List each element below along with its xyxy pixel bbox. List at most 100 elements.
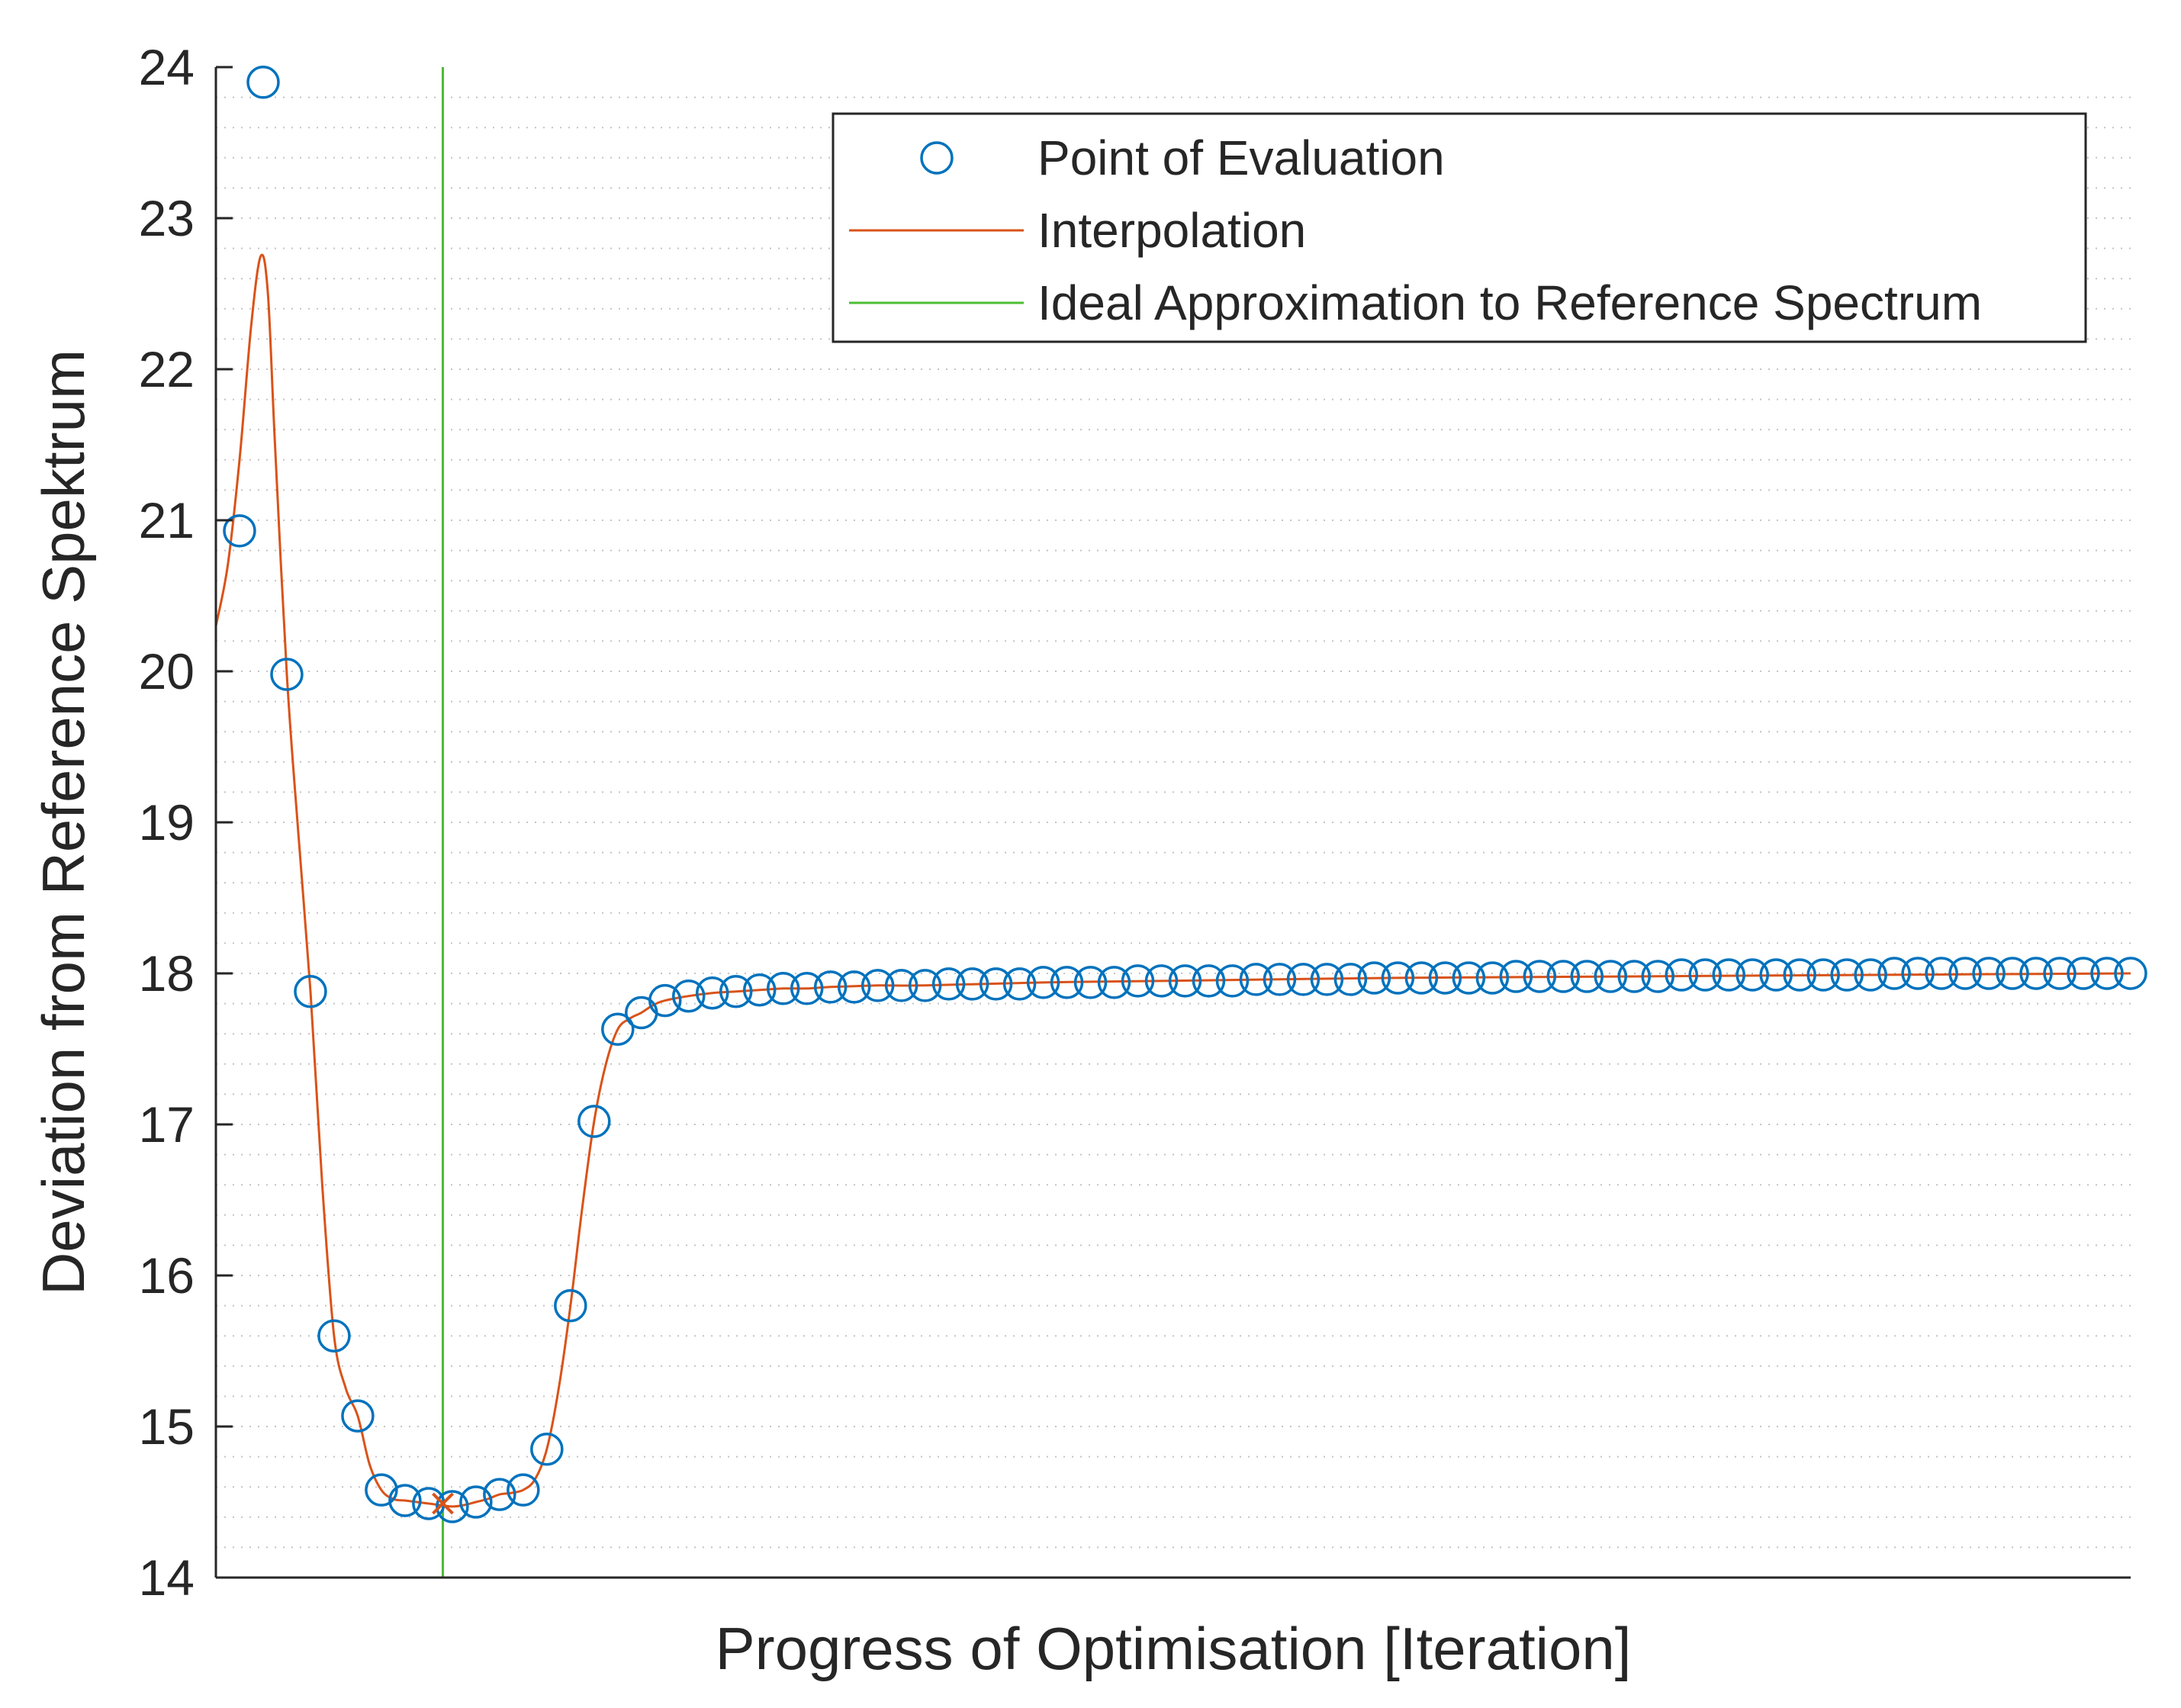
legend-label-ideal-approximation: Ideal Approximation to Reference Spectru… <box>1037 275 1982 330</box>
data-point <box>884 969 918 1002</box>
interpolation-line <box>214 253 2131 1508</box>
data-point <box>1641 960 1674 993</box>
data-point <box>1239 963 1273 996</box>
data-point <box>766 972 800 1005</box>
data-point <box>1381 961 1415 995</box>
data-point <box>860 969 895 1002</box>
data-point <box>837 970 871 1004</box>
data-point <box>577 1105 611 1138</box>
data-point <box>2019 957 2053 990</box>
optimum-cross-marker <box>432 1492 454 1515</box>
data-point <box>1452 961 1486 995</box>
data-point <box>1877 957 1911 990</box>
y-tick-labels: 14 15 16 17 18 19 20 21 22 23 24 <box>139 39 195 1606</box>
data-point <box>1026 966 1060 999</box>
data-point <box>459 1485 493 1519</box>
data-point <box>1192 964 1226 998</box>
data-point <box>1854 958 1887 992</box>
y-tick-label: 16 <box>139 1247 195 1304</box>
data-point <box>341 1399 375 1433</box>
data-point <box>931 967 966 1001</box>
y-tick-label: 17 <box>139 1096 195 1153</box>
data-point <box>979 967 1013 1001</box>
data-point <box>1286 963 1321 996</box>
data-point <box>1050 966 1084 999</box>
data-point <box>1215 964 1250 998</box>
data-point <box>1996 957 2029 990</box>
y-tick-label: 15 <box>139 1398 195 1455</box>
data-point <box>1735 958 1769 992</box>
data-point <box>507 1473 540 1507</box>
data-point <box>719 975 753 1008</box>
series-layer <box>214 66 2147 1578</box>
data-point <box>908 969 942 1002</box>
data-point <box>672 979 706 1013</box>
y-tick-label: 23 <box>139 190 195 246</box>
data-point <box>1783 958 1816 992</box>
y-tick-label: 14 <box>139 1549 195 1606</box>
data-point <box>601 1012 635 1047</box>
data-point <box>317 1319 351 1353</box>
axes <box>214 66 2131 1579</box>
data-point <box>1617 960 1652 993</box>
data-point <box>1759 958 1793 992</box>
data-point <box>1546 960 1581 993</box>
data-point <box>365 1473 398 1507</box>
data-point <box>1475 961 1510 995</box>
data-point <box>1168 964 1202 998</box>
data-point <box>246 66 280 99</box>
data-point <box>955 967 989 1001</box>
data-point <box>436 1490 469 1523</box>
data-point <box>1665 958 1698 992</box>
y-tick-label: 18 <box>139 945 195 1002</box>
data-point <box>742 973 777 1007</box>
y-tick-label: 19 <box>139 794 195 851</box>
data-point <box>223 514 256 548</box>
data-point <box>2090 957 2124 990</box>
data-point <box>1121 964 1155 998</box>
data-point <box>1830 958 1864 992</box>
data-point <box>790 972 824 1005</box>
y-tick-label: 24 <box>139 39 195 95</box>
legend-label-interpolation: Interpolation <box>1037 203 1306 258</box>
data-point <box>1499 960 1533 993</box>
y-axis-label: Deviation from Reference Spektrum <box>30 349 97 1295</box>
y-tick-label: 22 <box>139 341 195 397</box>
data-point <box>1901 957 1935 990</box>
data-point <box>1097 966 1131 999</box>
y-tick-label: 21 <box>139 492 195 548</box>
data-point <box>1594 960 1628 993</box>
data-point <box>2067 957 2100 990</box>
data-point <box>1002 967 1037 1001</box>
data-point <box>1428 961 1462 995</box>
data-point <box>1523 960 1557 993</box>
data-point <box>530 1432 564 1466</box>
data-point <box>270 658 304 691</box>
data-point <box>1806 958 1840 992</box>
data-point <box>483 1478 516 1511</box>
legend: Point of Evaluation Interpolation Ideal … <box>832 112 2087 343</box>
data-point <box>1333 963 1368 996</box>
legend-box <box>832 112 2087 343</box>
legend-marker-point-of-evaluation <box>920 141 954 175</box>
data-point <box>1073 966 1108 999</box>
data-point <box>648 983 682 1018</box>
data-point <box>1404 961 1439 995</box>
data-point <box>1357 961 1391 995</box>
y-tick-label: 20 <box>139 643 195 700</box>
data-point <box>1570 960 1604 993</box>
data-point <box>1144 964 1179 998</box>
legend-label-point-of-evaluation: Point of Evaluation <box>1037 130 1445 185</box>
data-point <box>294 975 327 1008</box>
data-point <box>1925 957 1958 990</box>
data-point <box>388 1484 422 1517</box>
data-point <box>1972 957 2006 990</box>
data-point <box>2114 957 2147 990</box>
data-point <box>2043 957 2076 990</box>
x-axis-label: Progress of Optimisation [Iteration] <box>716 1615 1632 1682</box>
data-point <box>813 970 848 1004</box>
cross-stroke <box>432 1492 454 1515</box>
data-point <box>1712 958 1745 992</box>
data-point <box>1688 958 1722 992</box>
